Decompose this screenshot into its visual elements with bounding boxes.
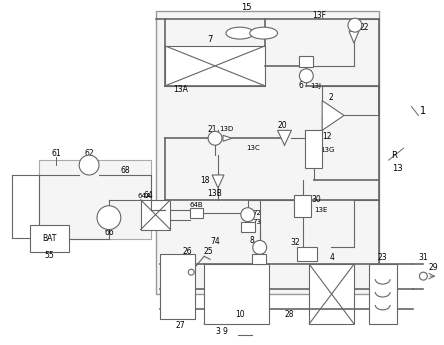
Text: 4: 4 (329, 253, 334, 262)
Bar (40, 160, 151, 239)
Text: 26: 26 (182, 247, 192, 256)
Text: 13F: 13F (312, 11, 326, 20)
Bar (299, 56, 313, 67)
Bar (155, 11, 379, 294)
Text: 10: 10 (235, 310, 245, 319)
Text: 28: 28 (285, 310, 294, 319)
Text: 29: 29 (428, 263, 438, 272)
Text: 13: 13 (392, 164, 402, 172)
Text: 20: 20 (278, 121, 287, 130)
Text: 13C: 13C (246, 145, 260, 151)
Text: 2: 2 (329, 93, 333, 102)
Text: 27: 27 (175, 321, 185, 330)
Text: 8: 8 (250, 236, 254, 245)
Polygon shape (349, 31, 359, 43)
Circle shape (97, 206, 121, 229)
Text: R: R (392, 151, 397, 160)
Bar (305, 130, 322, 168)
Text: 7: 7 (207, 35, 213, 44)
Text: 13A: 13A (174, 85, 188, 94)
Text: 64A: 64A (138, 193, 151, 199)
Circle shape (348, 18, 362, 32)
Ellipse shape (226, 27, 254, 39)
Text: E: E (194, 210, 198, 215)
Text: 61: 61 (52, 149, 61, 158)
Text: 13G: 13G (320, 147, 334, 153)
Bar (294, 195, 311, 217)
Circle shape (79, 155, 99, 175)
Text: H: H (106, 213, 112, 222)
Polygon shape (223, 135, 232, 141)
Text: 12: 12 (322, 132, 332, 141)
Text: 66: 66 (104, 228, 114, 237)
Text: 73: 73 (252, 219, 261, 225)
Text: S: S (213, 136, 217, 141)
Text: 15: 15 (242, 3, 252, 12)
Text: 74: 74 (210, 237, 220, 246)
Text: 32: 32 (290, 238, 300, 247)
Text: 23: 23 (378, 253, 388, 262)
Text: 3: 3 (215, 327, 220, 336)
Bar (160, 254, 195, 319)
Text: 13J: 13J (310, 83, 321, 89)
Text: 62: 62 (84, 149, 94, 158)
Text: 13D: 13D (219, 126, 233, 132)
Circle shape (188, 269, 194, 275)
Circle shape (241, 208, 255, 221)
Text: 30: 30 (311, 195, 321, 204)
Text: 21: 21 (207, 125, 217, 134)
Polygon shape (322, 101, 344, 130)
Text: E: E (246, 224, 250, 229)
Text: 64: 64 (144, 191, 154, 200)
Bar (190, 208, 203, 218)
Text: 64B: 64B (190, 202, 203, 208)
Circle shape (420, 272, 427, 280)
Text: S: S (353, 23, 357, 28)
Circle shape (208, 131, 222, 145)
Text: E: E (305, 58, 308, 63)
Ellipse shape (250, 27, 278, 39)
Bar (241, 221, 255, 231)
Text: 72: 72 (252, 210, 261, 216)
Circle shape (299, 69, 313, 83)
Text: 13B: 13B (208, 189, 222, 198)
Bar (309, 264, 354, 324)
Text: 25: 25 (203, 247, 213, 256)
Text: 18: 18 (200, 176, 210, 185)
Polygon shape (212, 175, 224, 188)
Text: 6: 6 (299, 81, 304, 90)
Text: 31: 31 (419, 253, 428, 262)
Text: 22: 22 (359, 23, 369, 32)
Bar (166, 46, 265, 86)
Text: E: E (257, 257, 261, 262)
Bar (141, 200, 170, 229)
Text: BAT: BAT (42, 234, 56, 243)
Text: 1: 1 (420, 106, 426, 116)
Text: 68: 68 (121, 166, 131, 175)
Circle shape (253, 240, 267, 254)
Text: 13E: 13E (314, 207, 328, 213)
Bar (204, 264, 269, 324)
Polygon shape (278, 130, 291, 145)
Bar (369, 264, 396, 324)
Text: 9: 9 (222, 327, 227, 336)
Bar (252, 254, 266, 264)
Bar (30, 225, 69, 252)
Text: 55: 55 (44, 251, 54, 260)
Bar (297, 247, 317, 261)
